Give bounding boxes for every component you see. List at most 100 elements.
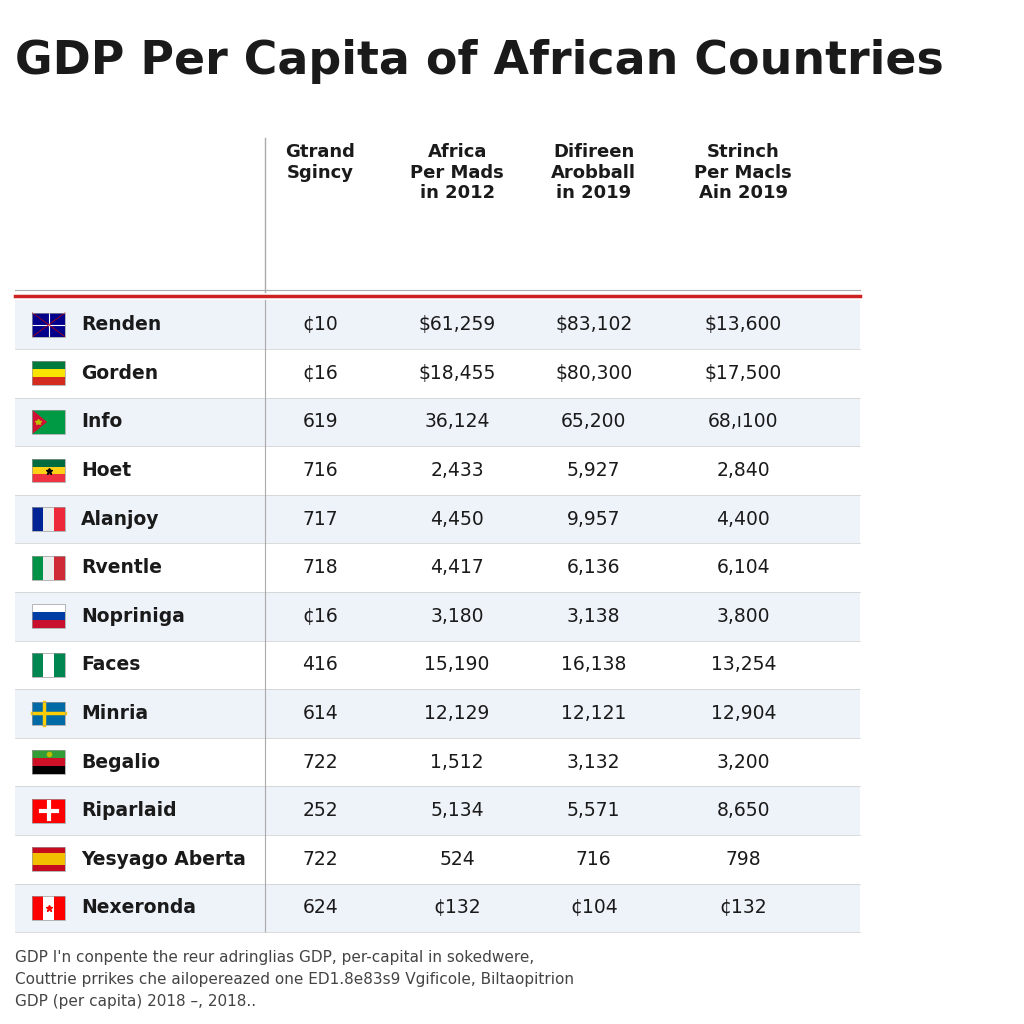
Text: 13,254: 13,254 <box>711 655 776 675</box>
Bar <box>33 701 65 725</box>
Bar <box>33 459 65 482</box>
Bar <box>15 592 859 641</box>
Bar <box>33 604 65 628</box>
Bar <box>33 701 65 725</box>
Text: 4,417: 4,417 <box>430 558 484 578</box>
Text: $61,259: $61,259 <box>419 315 496 334</box>
Text: Rventle: Rventle <box>81 558 162 578</box>
Text: 6,136: 6,136 <box>567 558 621 578</box>
Bar <box>33 361 65 370</box>
Text: 9,957: 9,957 <box>567 510 621 528</box>
Bar <box>33 313 65 337</box>
Text: 252: 252 <box>302 801 338 820</box>
Text: 717: 717 <box>302 510 338 528</box>
Bar <box>43 896 54 920</box>
Text: 722: 722 <box>302 850 338 868</box>
Text: Nopriniga: Nopriniga <box>81 607 185 626</box>
Bar <box>33 751 65 758</box>
Text: 716: 716 <box>302 461 338 480</box>
Bar <box>54 507 65 531</box>
Text: 5,571: 5,571 <box>567 801 621 820</box>
Bar <box>33 847 65 853</box>
Text: ¢132: ¢132 <box>720 898 767 918</box>
Bar <box>33 853 65 865</box>
Text: Nexeronda: Nexeronda <box>81 898 197 918</box>
Text: $80,300: $80,300 <box>555 364 633 383</box>
Polygon shape <box>33 410 47 434</box>
Text: Gorden: Gorden <box>81 364 159 383</box>
Text: GDP Per Capita of African Countries: GDP Per Capita of African Countries <box>15 39 944 84</box>
Bar <box>33 896 43 920</box>
Bar <box>15 495 859 544</box>
Text: ¢16: ¢16 <box>302 607 338 626</box>
Text: ¢132: ¢132 <box>433 898 481 918</box>
Bar <box>33 621 65 628</box>
Text: ¢10: ¢10 <box>302 315 338 334</box>
Bar <box>43 653 54 677</box>
Bar <box>15 397 859 446</box>
Text: $83,102: $83,102 <box>555 315 633 334</box>
Bar <box>33 612 65 621</box>
Bar <box>43 507 54 531</box>
Bar <box>54 653 65 677</box>
Bar <box>15 349 859 397</box>
Bar <box>33 758 65 766</box>
Bar <box>33 361 65 385</box>
Text: Renden: Renden <box>81 315 162 334</box>
Text: 3,180: 3,180 <box>430 607 484 626</box>
Text: 798: 798 <box>726 850 761 868</box>
Text: 624: 624 <box>302 898 338 918</box>
Text: 12,121: 12,121 <box>561 703 627 723</box>
Bar <box>33 370 65 377</box>
Text: 16,138: 16,138 <box>561 655 627 675</box>
Bar <box>15 544 859 592</box>
Bar <box>15 737 859 786</box>
Bar <box>33 751 65 774</box>
Bar <box>33 653 65 677</box>
Text: ¢16: ¢16 <box>302 364 338 383</box>
Bar <box>33 410 65 434</box>
Text: $18,455: $18,455 <box>419 364 496 383</box>
Bar <box>33 896 65 920</box>
Text: 8,650: 8,650 <box>717 801 770 820</box>
Text: 416: 416 <box>302 655 338 675</box>
Text: GDP I'n conpente the reur adringlias GDP, per-capital in sokedwere,
Couttrie prr: GDP I'n conpente the reur adringlias GDP… <box>15 950 574 1010</box>
Text: 3,132: 3,132 <box>567 753 621 771</box>
Text: Difireen
Arobball
in 2019: Difireen Arobball in 2019 <box>551 142 636 203</box>
Bar <box>15 835 859 884</box>
Bar <box>33 507 65 531</box>
Text: Strinch
Per Macls
Ain 2019: Strinch Per Macls Ain 2019 <box>694 142 793 203</box>
Bar <box>33 459 65 467</box>
Text: Faces: Faces <box>81 655 140 675</box>
Text: Minria: Minria <box>81 703 148 723</box>
Bar <box>33 377 65 385</box>
Text: 722: 722 <box>302 753 338 771</box>
Text: 718: 718 <box>302 558 338 578</box>
Text: Begalio: Begalio <box>81 753 160 771</box>
Text: $13,600: $13,600 <box>705 315 782 334</box>
Bar <box>33 313 65 337</box>
Text: 3,800: 3,800 <box>717 607 770 626</box>
Text: 2,433: 2,433 <box>430 461 484 480</box>
Text: 5,927: 5,927 <box>567 461 621 480</box>
Bar <box>15 446 859 495</box>
Text: 716: 716 <box>575 850 611 868</box>
Bar <box>15 689 859 737</box>
Text: 2,840: 2,840 <box>717 461 770 480</box>
Text: 5,134: 5,134 <box>430 801 484 820</box>
Text: 619: 619 <box>302 413 338 431</box>
Text: $17,500: $17,500 <box>705 364 782 383</box>
Bar <box>15 641 859 689</box>
Bar <box>33 865 65 871</box>
Text: 4,450: 4,450 <box>430 510 484 528</box>
Text: 614: 614 <box>302 703 338 723</box>
Text: ¢104: ¢104 <box>570 898 617 918</box>
Bar <box>33 799 65 822</box>
Bar <box>33 847 65 871</box>
Text: Yesyago Aberta: Yesyago Aberta <box>81 850 246 868</box>
Text: 6,104: 6,104 <box>717 558 770 578</box>
Text: 524: 524 <box>439 850 475 868</box>
Text: Gtrand
Sgincy: Gtrand Sgincy <box>286 142 355 181</box>
Bar <box>15 300 859 349</box>
Text: 15,190: 15,190 <box>424 655 489 675</box>
